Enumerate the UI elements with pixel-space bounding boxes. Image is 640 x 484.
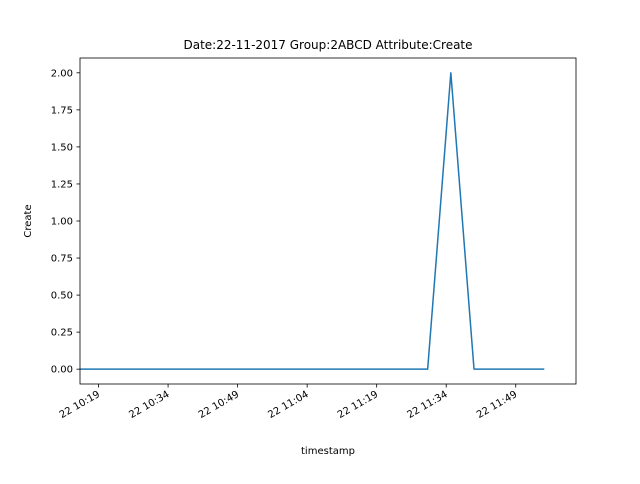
y-tick-label: 1.50 [51,142,73,153]
x-axis-label: timestamp [301,446,355,457]
y-tick-label: 0.50 [51,291,73,302]
y-tick-label: 0.75 [51,254,73,265]
y-tick-label: 0.25 [51,328,73,339]
y-tick-label: 1.00 [51,217,73,228]
y-tick-label: 2.00 [51,68,73,79]
plot-background [80,58,576,384]
plot-frame [79,57,577,385]
y-axis-label: Create [23,204,34,237]
series-line [79,72,545,370]
y-tick-label: 0.00 [51,365,73,376]
y-tick-label: 1.25 [51,179,73,190]
y-tick-label: 1.75 [51,105,73,116]
chart-title: Date:22-11-2017 Group:2ABCD Attribute:Cr… [183,38,472,52]
